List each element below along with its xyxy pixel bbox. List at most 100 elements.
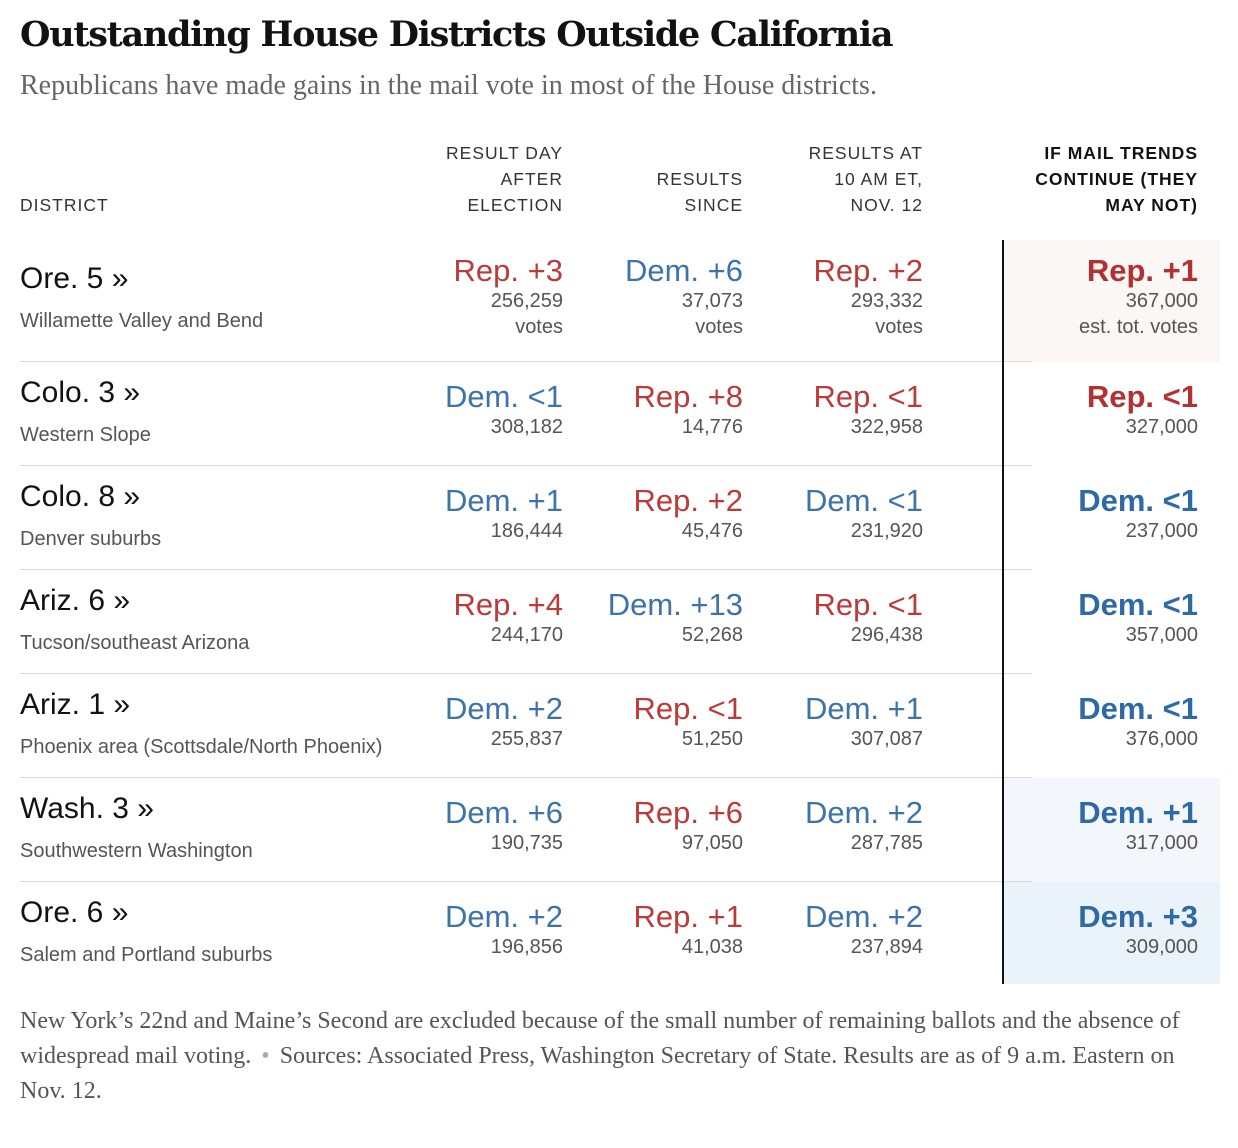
header-line: 10 AM ET, <box>834 169 923 189</box>
margin-value: Rep. <1 <box>813 379 923 414</box>
cell-at-10am: Rep. +2 293,332 votes <box>814 254 923 340</box>
projection-highlight <box>1004 882 1220 984</box>
vote-count: 255,837 <box>490 728 563 750</box>
header-line: CONTINUE (THEY <box>1035 169 1198 189</box>
margin-value: Rep. <1 <box>813 587 923 622</box>
district-link[interactable]: Ore. 5 » <box>20 262 129 295</box>
margin-value: Dem. +1 <box>1078 795 1198 830</box>
vote-count: 296,438 <box>850 624 923 646</box>
header-line: AFTER <box>500 169 563 189</box>
margin-value: Rep. +2 <box>813 253 923 288</box>
cell-projection: Rep. +1 367,000 est. tot. votes <box>1079 254 1198 340</box>
page-title: Outstanding House Districts Outside Cali… <box>20 14 894 55</box>
cell-at-10am: Dem. +2 237,894 <box>805 900 923 960</box>
vote-count: 237,000 <box>1125 520 1198 542</box>
district-link[interactable]: Colo. 3 » <box>20 376 141 409</box>
cell-since: Rep. +2 45,476 <box>634 484 743 544</box>
vote-count: 309,000 <box>1125 936 1198 958</box>
district-link[interactable]: Ore. 6 » <box>20 896 129 929</box>
vote-count: 190,735 <box>490 832 563 854</box>
cell-since: Dem. +6 37,073 votes <box>625 254 743 340</box>
cell-at-10am: Rep. <1 296,438 <box>814 588 923 648</box>
footnote-separator: • <box>261 1043 270 1069</box>
table-row: Ariz. 1 » Phoenix area (Scottsdale/North … <box>0 674 1238 778</box>
header-line: MAY NOT) <box>1105 195 1198 215</box>
margin-value: Dem. +13 <box>607 587 743 622</box>
margin-value: Rep. +1 <box>633 899 743 934</box>
vote-count: 367,000 <box>1125 290 1198 312</box>
margin-value: Dem. +2 <box>804 795 923 830</box>
row-divider <box>20 881 1032 882</box>
vote-count: 97,050 <box>681 832 743 854</box>
cell-day-after: Dem. +1 186,444 <box>445 484 563 544</box>
district-region: Southwestern Washington <box>20 840 253 862</box>
vote-count: 196,856 <box>490 936 563 958</box>
vote-count: 37,073 <box>681 290 743 312</box>
cell-day-after: Rep. +4 244,170 <box>454 588 563 648</box>
district-region: Tucson/southeast Arizona <box>20 632 250 654</box>
vote-count: 41,038 <box>681 936 743 958</box>
cell-day-after: Dem. +6 190,735 <box>445 796 563 856</box>
table-row: Wash. 3 » Southwestern Washington Dem. +6 1… <box>0 778 1238 882</box>
margin-value: Rep. +3 <box>453 253 563 288</box>
projection-divider <box>1002 240 1004 984</box>
header-line: RESULTS AT <box>808 143 923 163</box>
margin-value: Dem. +1 <box>804 691 923 726</box>
district-link[interactable]: Colo. 8 » <box>20 480 141 513</box>
margin-value: Dem. <1 <box>1078 587 1198 622</box>
district-link[interactable]: Ariz. 1 » <box>20 688 131 721</box>
row-divider <box>20 361 1032 362</box>
cell-since: Rep. +6 97,050 <box>634 796 743 856</box>
table-row: Ore. 5 » Willamette Valley and Bend Rep. +… <box>0 240 1238 362</box>
margin-value: Rep. +2 <box>633 483 743 518</box>
header-line: SINCE <box>684 195 743 215</box>
row-divider <box>20 673 1032 674</box>
cell-since: Rep. +1 41,038 <box>634 900 743 960</box>
district-link[interactable]: Ariz. 6 » <box>20 584 131 617</box>
margin-value: Rep. +1 <box>1086 253 1198 288</box>
table-row: Colo. 3 » Western Slope Dem. <1 308,182 Rep.… <box>0 362 1238 466</box>
margin-value: Rep. <1 <box>633 691 743 726</box>
margin-value: Dem. +2 <box>444 899 563 934</box>
header-line: IF MAIL TRENDS <box>1044 143 1198 163</box>
vote-count: 14,776 <box>681 416 743 438</box>
vote-count: 256,259 <box>490 290 563 312</box>
cell-at-10am: Dem. +1 307,087 <box>805 692 923 752</box>
cell-projection: Dem. <1 237,000 <box>1078 484 1198 544</box>
vote-count: 244,170 <box>490 624 563 646</box>
cell-projection: Rep. <1 327,000 <box>1087 380 1198 440</box>
district-link[interactable]: Wash. 3 » <box>20 792 154 825</box>
margin-value: Dem. <1 <box>804 483 923 518</box>
header-line: RESULTS <box>656 169 743 189</box>
margin-value: Rep. +8 <box>633 379 743 414</box>
margin-value: Dem. +1 <box>444 483 563 518</box>
vote-unit: votes <box>515 316 563 338</box>
vote-unit: votes <box>875 316 923 338</box>
row-divider <box>20 569 1032 570</box>
margin-value: Rep. <1 <box>1086 379 1198 414</box>
table-row: Ariz. 6 » Tucson/southeast Arizona Rep. +4… <box>0 570 1238 674</box>
vote-count: 45,476 <box>681 520 743 542</box>
footnote: New York’s 22nd and Maine’s Second are e… <box>20 1004 1220 1109</box>
vote-count: 327,000 <box>1125 416 1198 438</box>
cell-day-after: Dem. +2 196,856 <box>445 900 563 960</box>
cell-at-10am: Dem. <1 231,920 <box>805 484 923 544</box>
cell-since: Rep. <1 51,250 <box>634 692 743 752</box>
header-line: RESULT DAY <box>446 143 563 163</box>
cell-projection: Dem. <1 357,000 <box>1078 588 1198 648</box>
margin-value: Dem. <1 <box>1078 483 1198 518</box>
vote-count: 293,332 <box>850 290 923 312</box>
cell-day-after: Dem. <1 308,182 <box>445 380 563 440</box>
cell-projection: Dem. +3 309,000 <box>1078 900 1198 960</box>
vote-unit: est. tot. votes <box>1079 316 1198 338</box>
row-divider <box>20 465 1032 466</box>
margin-value: Dem. <1 <box>444 379 563 414</box>
page-subtitle: Republicans have made gains in the mail … <box>20 70 877 101</box>
district-region: Salem and Portland suburbs <box>20 944 273 966</box>
column-header-since: RESULTS SINCE <box>657 166 743 218</box>
footnote-text: New York’s 22nd and Maine’s Second are e… <box>20 1008 1180 1069</box>
cell-projection: Dem. +1 317,000 <box>1078 796 1198 856</box>
cell-day-after: Dem. +2 255,837 <box>445 692 563 752</box>
header-line: ELECTION <box>467 195 563 215</box>
